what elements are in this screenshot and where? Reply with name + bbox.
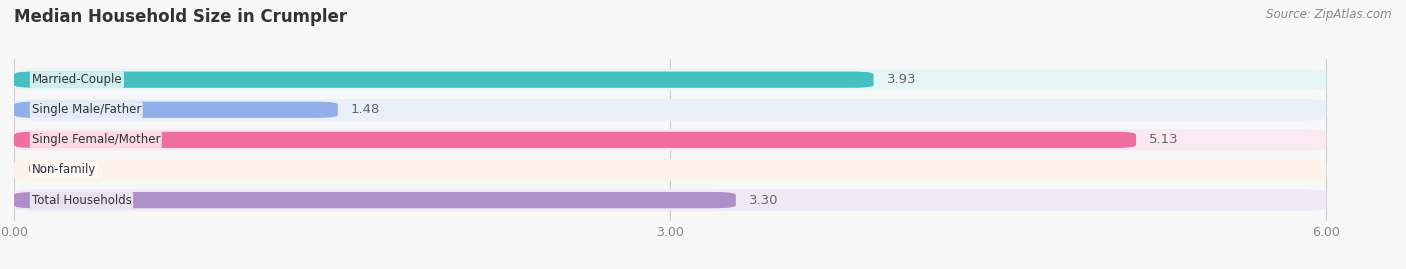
Text: 3.30: 3.30 (749, 194, 779, 207)
Text: Married-Couple: Married-Couple (31, 73, 122, 86)
FancyBboxPatch shape (14, 159, 1326, 181)
Text: 3.93: 3.93 (887, 73, 917, 86)
Text: Source: ZipAtlas.com: Source: ZipAtlas.com (1267, 8, 1392, 21)
Text: Non-family: Non-family (31, 164, 96, 176)
Text: Median Household Size in Crumpler: Median Household Size in Crumpler (14, 8, 347, 26)
FancyBboxPatch shape (14, 132, 1136, 148)
FancyBboxPatch shape (14, 192, 735, 208)
FancyBboxPatch shape (14, 69, 1326, 90)
FancyBboxPatch shape (14, 102, 337, 118)
FancyBboxPatch shape (14, 129, 1326, 151)
FancyBboxPatch shape (14, 189, 1326, 211)
Text: Total Households: Total Households (31, 194, 131, 207)
FancyBboxPatch shape (14, 99, 1326, 121)
Text: 5.13: 5.13 (1149, 133, 1178, 146)
FancyBboxPatch shape (14, 72, 873, 88)
Text: Single Male/Father: Single Male/Father (31, 103, 141, 116)
Text: 1.48: 1.48 (352, 103, 380, 116)
Text: Single Female/Mother: Single Female/Mother (31, 133, 160, 146)
Text: 0.00: 0.00 (27, 164, 56, 176)
